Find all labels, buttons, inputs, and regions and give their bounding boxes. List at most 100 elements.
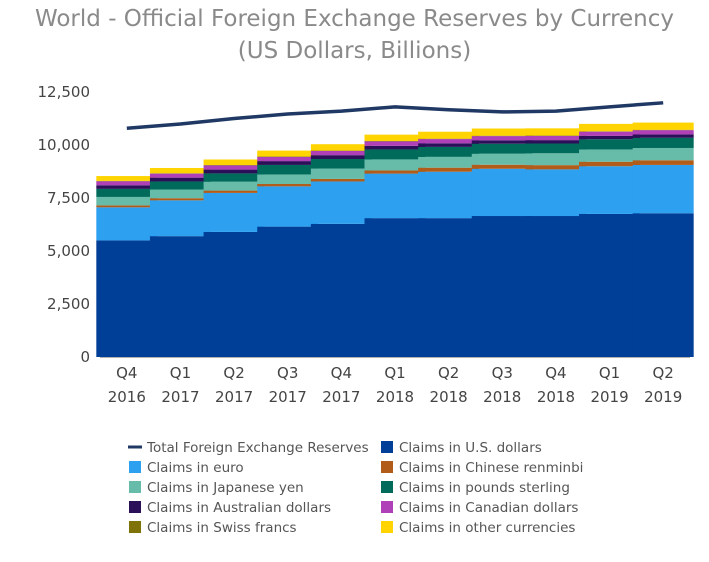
legend-label: Claims in pounds sterling	[399, 480, 570, 496]
bar-segment	[149, 198, 211, 201]
legend-swatch	[129, 521, 141, 533]
legend-label: Total Foreign Exchange Reserves	[146, 440, 369, 456]
x-tick-year: 2017	[215, 388, 253, 406]
bar-segment	[257, 161, 319, 165]
y-tick-label: 12,500	[38, 83, 91, 101]
bar-segment	[471, 128, 533, 136]
bar-segment	[579, 149, 641, 162]
bar-segment	[471, 216, 533, 357]
total-reserves-line	[126, 101, 664, 130]
bar-segment	[364, 173, 426, 219]
legend: Total Foreign Exchange Reserves Claims in…	[128, 440, 583, 536]
x-tick-quarter: Q2	[653, 364, 674, 382]
x-tick-year: 2019	[590, 388, 628, 406]
bar-segment	[257, 156, 319, 162]
bar-segment	[471, 136, 533, 141]
bar-segment	[525, 153, 587, 166]
bar-segment	[579, 139, 641, 150]
x-tick-quarter: Q3	[492, 364, 513, 382]
bar-segment	[632, 164, 694, 214]
bar-segment	[149, 173, 211, 178]
bar-segment	[418, 131, 480, 139]
bar-segment	[418, 139, 480, 144]
bar-segment	[149, 236, 211, 357]
x-tick-year: 2018	[430, 388, 468, 406]
bar-stacks	[96, 122, 694, 357]
bar-segment	[579, 166, 641, 214]
y-axis: 0 2,500 5,000 7,500 10,000 12,500	[38, 83, 91, 366]
x-tick-quarter: Q1	[170, 364, 191, 382]
legend-swatch	[381, 461, 393, 473]
bar-segment	[257, 186, 319, 227]
chart-title: World - Official Foreign Exchange Reserv…	[34, 6, 675, 32]
bar-segment	[203, 190, 265, 193]
bar-segment	[149, 177, 211, 182]
bar-segment	[257, 184, 319, 187]
legend-swatch	[129, 501, 141, 513]
bar-segment	[579, 123, 641, 132]
bar-segment	[579, 131, 641, 136]
bar-segment	[96, 240, 158, 357]
y-tick-label: 5,000	[47, 242, 90, 260]
bar-segment	[364, 218, 426, 357]
bar-segment	[149, 181, 211, 190]
bar-segment	[579, 135, 641, 140]
bar-segment	[364, 159, 426, 171]
bar-segment	[632, 122, 694, 130]
bar-segment	[471, 168, 533, 217]
legend-label: Claims in U.S. dollars	[399, 440, 542, 456]
bar-segment	[579, 213, 641, 357]
bar-segment	[579, 161, 641, 167]
bar-segment	[96, 185, 158, 189]
x-tick-year: 2017	[269, 388, 307, 406]
x-tick-quarter: Q2	[438, 364, 459, 382]
legend-swatch	[129, 461, 141, 473]
bar-segment	[364, 145, 426, 150]
bar-segment	[257, 164, 319, 175]
legend-label: Claims in Japanese yen	[147, 480, 304, 496]
y-tick-label: 10,000	[38, 136, 91, 154]
legend-label: Claims in Australian dollars	[147, 500, 331, 516]
bar-segment	[632, 137, 694, 148]
bar-segment	[632, 147, 694, 161]
bar-segment	[203, 231, 265, 357]
x-tick-year: 2018	[537, 388, 575, 406]
bar-segment	[310, 223, 372, 357]
bar-segment	[418, 167, 480, 172]
bar-segment	[203, 159, 265, 166]
bar-segment	[257, 150, 319, 157]
bar-segment	[310, 168, 372, 179]
chart-subtitle: (US Dollars, Billions)	[237, 38, 472, 64]
bar-segment	[471, 153, 533, 165]
bar-segment	[203, 173, 265, 182]
bar-segment	[418, 156, 480, 168]
bar-segment	[418, 218, 480, 357]
bar-segment	[471, 140, 533, 144]
bar-segment	[418, 146, 480, 157]
bar-segment	[96, 196, 158, 206]
bar-segment	[525, 169, 587, 217]
bar-segment	[364, 134, 426, 142]
bar-segment	[632, 130, 694, 135]
bar-segment	[364, 170, 426, 174]
bar-segment	[96, 188, 158, 197]
y-tick-label: 0	[80, 348, 90, 366]
bar-segment	[632, 213, 694, 357]
legend-label: Claims in Chinese renminbi	[399, 460, 583, 476]
x-tick-year: 2017	[322, 388, 360, 406]
x-tick-quarter: Q1	[384, 364, 405, 382]
bar-segment	[96, 205, 158, 208]
bar-segment	[203, 192, 265, 232]
x-tick-year: 2018	[376, 388, 414, 406]
legend-label: Claims in euro	[147, 460, 244, 476]
x-tick-quarter: Q4	[331, 364, 352, 382]
x-tick-year: 2016	[108, 388, 146, 406]
bar-segment	[257, 226, 319, 357]
total-line-series	[126, 101, 664, 130]
bar-segment	[149, 189, 211, 199]
legend-swatch	[381, 501, 393, 513]
bar-segment	[418, 143, 480, 147]
x-tick-quarter: Q1	[599, 364, 620, 382]
